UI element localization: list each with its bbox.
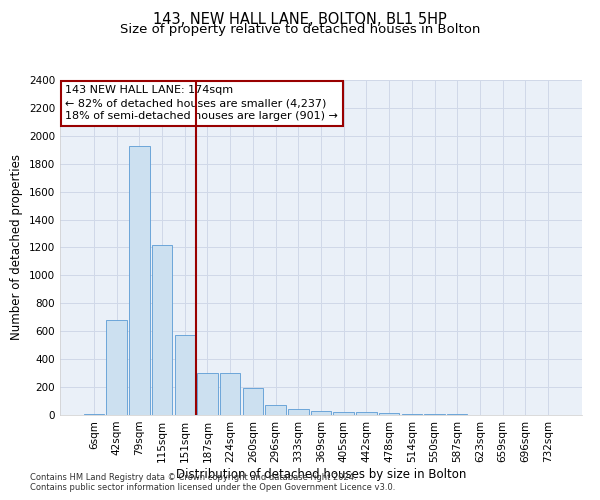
Text: Size of property relative to detached houses in Bolton: Size of property relative to detached ho…	[120, 22, 480, 36]
Bar	[175, 336, 195, 415]
Bar	[265, 405, 286, 415]
Bar	[242, 388, 263, 415]
Bar	[379, 413, 400, 415]
Bar	[129, 146, 149, 415]
Bar	[401, 414, 422, 415]
Text: Contains HM Land Registry data © Crown copyright and database right 2024.: Contains HM Land Registry data © Crown c…	[30, 472, 356, 482]
X-axis label: Distribution of detached houses by size in Bolton: Distribution of detached houses by size …	[176, 468, 466, 480]
Bar	[334, 412, 354, 415]
Bar	[424, 414, 445, 415]
Bar	[220, 373, 241, 415]
Bar	[152, 244, 172, 415]
Bar	[106, 320, 127, 415]
Bar	[447, 414, 467, 415]
Text: Contains public sector information licensed under the Open Government Licence v3: Contains public sector information licen…	[30, 482, 395, 492]
Bar	[288, 410, 308, 415]
Y-axis label: Number of detached properties: Number of detached properties	[10, 154, 23, 340]
Bar	[84, 414, 104, 415]
Text: 143, NEW HALL LANE, BOLTON, BL1 5HP: 143, NEW HALL LANE, BOLTON, BL1 5HP	[153, 12, 447, 28]
Bar	[197, 373, 218, 415]
Text: 143 NEW HALL LANE: 174sqm
← 82% of detached houses are smaller (4,237)
18% of se: 143 NEW HALL LANE: 174sqm ← 82% of detac…	[65, 85, 338, 122]
Bar	[311, 411, 331, 415]
Bar	[356, 412, 377, 415]
